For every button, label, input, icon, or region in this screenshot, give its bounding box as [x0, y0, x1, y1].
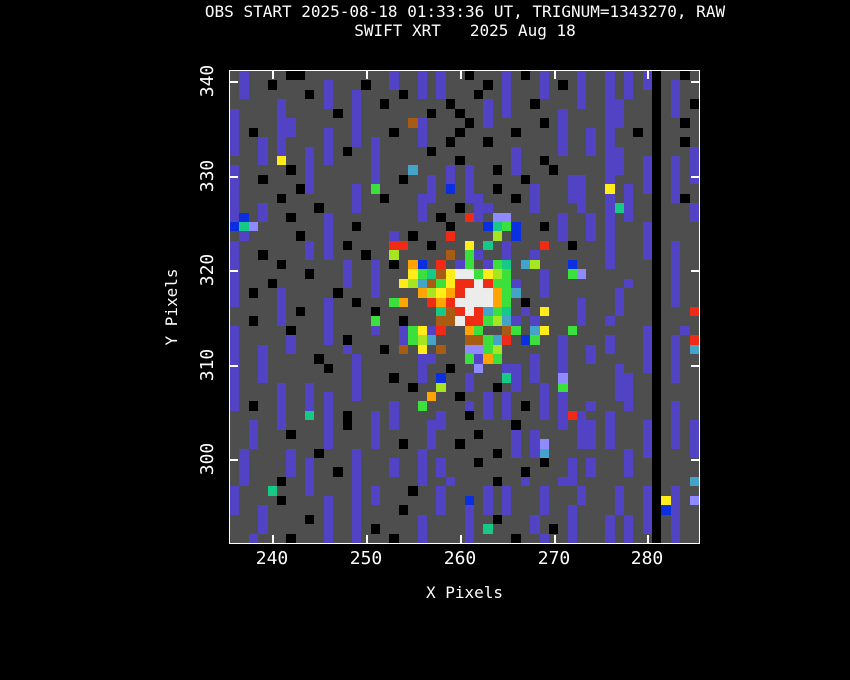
- y-tick-label: 340: [197, 64, 218, 98]
- y-tick-label: 320: [197, 253, 218, 287]
- x-tick-mark: [554, 71, 556, 79]
- x-tick-label: 270: [537, 548, 571, 569]
- y-tick-mark: [230, 365, 238, 367]
- y-tick-mark: [230, 81, 238, 83]
- y-axis-label: Y Pixels: [162, 268, 181, 346]
- x-tick-mark: [647, 71, 649, 79]
- x-tick-mark: [272, 71, 274, 79]
- y-tick-label: 300: [197, 442, 218, 476]
- x-tick-mark: [272, 535, 274, 543]
- y-tick-label: 330: [197, 159, 218, 193]
- plot-title-line2: SWIFT XRT 2025 Aug 18: [354, 21, 576, 40]
- x-tick-mark: [647, 535, 649, 543]
- x-tick-label: 260: [443, 548, 477, 569]
- y-tick-mark: [691, 459, 699, 461]
- plot-title-line1: OBS START 2025-08-18 01:33:36 UT, TRIGNU…: [204, 2, 726, 21]
- x-tick-label: 250: [349, 548, 383, 569]
- y-tick-label: 310: [197, 348, 218, 382]
- x-tick-mark: [460, 535, 462, 543]
- y-tick-mark: [230, 270, 238, 272]
- x-tick-mark: [366, 71, 368, 79]
- x-tick-label: 280: [630, 548, 664, 569]
- y-tick-mark: [691, 270, 699, 272]
- y-tick-mark: [691, 81, 699, 83]
- heatmap-grid: [230, 71, 699, 543]
- x-tick-mark: [554, 535, 556, 543]
- x-axis-label: X Pixels: [425, 583, 504, 602]
- y-tick-mark: [691, 365, 699, 367]
- x-tick-mark: [460, 71, 462, 79]
- y-tick-mark: [691, 176, 699, 178]
- plot-frame: [229, 70, 700, 544]
- y-tick-mark: [230, 459, 238, 461]
- x-tick-label: 240: [255, 548, 289, 569]
- x-tick-mark: [366, 535, 368, 543]
- y-tick-mark: [230, 176, 238, 178]
